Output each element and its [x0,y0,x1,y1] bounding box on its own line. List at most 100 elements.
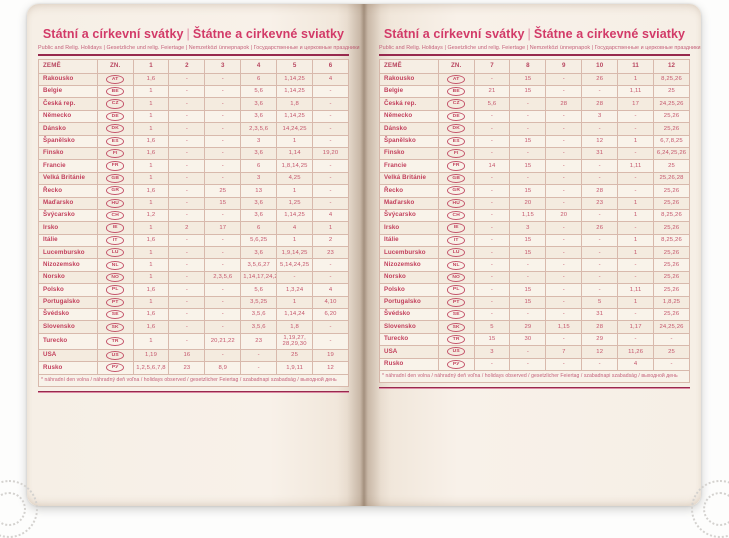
holiday-days-cell: 1,14,25 [276,208,314,223]
holiday-days-cell: 15 [509,184,547,198]
holiday-days-cell: 15 [509,246,547,260]
holiday-days-cell: - [473,307,511,322]
holiday-days-cell: 19 [312,348,349,363]
column-header-month: 8 [509,58,547,74]
diary-book-spread: Státní a církevní svátky | Štátne a cirkev… [27,4,701,506]
table-row: Španělsko ES 1,6- -3 1- [38,134,349,148]
country-code-badge: DE [447,111,466,122]
holiday-days-cell: 1 [617,196,655,210]
country-code-badge: NL [447,260,466,270]
holiday-days-cell: - [168,146,206,161]
footer-rule [38,390,349,394]
holiday-days-cell: 3,6 [240,196,278,210]
holiday-days-cell: 13 [240,184,278,198]
page-title-cz: Státní a církevní svátky [42,27,184,41]
country-name: Slovensko [379,320,439,334]
holiday-days-cell: - [312,134,349,148]
holiday-days-cell: 3 [240,134,278,148]
holiday-days-cell: 15 [509,72,547,87]
holiday-days-cell: 15 [509,283,547,297]
country-name: Dánsko [38,122,98,136]
country-code-badge: HU [447,198,466,208]
country-code-cell: HU [96,196,134,210]
country-name: Rusko [38,361,98,375]
country-name: Španělsko [379,134,439,148]
country-code-badge: IT [106,235,125,245]
holiday-days-cell: 1 [132,97,170,111]
holiday-days-cell: - [168,320,206,334]
holiday-days-cell: - [312,97,349,111]
country-code-badge: PT [447,297,466,307]
country-code-badge: BE [106,87,125,97]
holiday-days-cell: 20 [545,208,583,223]
holiday-days-cell: - [204,84,242,99]
country-code-cell: LU [96,246,134,260]
holiday-days-cell: 29 [509,320,547,334]
table-row: Maďarsko HU -20-23 1 25,26 [379,196,690,210]
country-name: Irsko [379,221,439,235]
holiday-days-cell: 20 [509,196,547,210]
holiday-days-cell: 1,6 [132,320,170,334]
holiday-days-cell: - [545,270,583,285]
column-header-month: 2 [168,58,206,74]
country-code-badge: DK [106,124,125,134]
country-name: Německo [379,109,439,124]
country-code-badge: LU [106,248,125,258]
country-name: Švýcarsko [379,208,439,223]
holiday-days-cell: - [168,307,206,322]
country-code-badge: NO [447,272,466,283]
holiday-days-cell: 25 [276,348,314,363]
country-name: Polsko [379,283,439,297]
holiday-days-cell: 1,2 [132,208,170,223]
holiday-days-cell: - [509,171,547,186]
country-name: Norsko [38,270,98,285]
holiday-days-cell: - [204,307,242,322]
table-row: Belgie BE 21 15- -1,11 25 [379,84,690,99]
holiday-days-cell: 6,7,8,25 [653,134,690,148]
title-divider: | [527,27,531,41]
country-code-cell: CH [96,208,134,223]
country-name: Česká rep. [379,97,439,111]
country-code-badge: US [447,347,466,357]
holiday-days-cell: 3 [509,221,547,235]
holiday-days-cell: 25,26 [653,122,690,136]
page-subtitle: Public and Relig. Holidays | Gesetzliche… [379,45,701,51]
holiday-days-cell: - [204,208,242,223]
holiday-days-cell: - [240,348,278,363]
holidays-table-months-1-6: ZEMĚ ZN. 1 2 3 4 5 6 Rakousko AT 1,6- -6 1,14,25 4 Be… [38,58,349,387]
holiday-days-cell: - [168,196,206,210]
holiday-days-cell: - [312,84,349,99]
holiday-days-cell: - [473,233,511,248]
table-row: Portugalsko PT -15-5 1 1,8,25 [379,295,690,310]
holiday-days-cell: - [509,258,547,272]
holiday-days-cell: 3,5,6 [240,320,278,334]
table-row: Finsko FI 1,6- -3,6 1,14 19,20 [38,146,349,161]
holiday-days-cell: - [204,348,242,363]
holiday-days-cell: 20,21,22 [204,332,242,350]
country-code-cell: FI [437,146,475,161]
country-code-cell: CZ [96,97,134,111]
holiday-days-cell: - [545,109,583,124]
holiday-days-cell: - [168,184,206,198]
holiday-days-cell: 4,10 [312,295,349,310]
country-code-badge: SK [447,322,466,332]
holiday-days-cell: 1,11 [617,283,655,297]
holiday-days-cell: - [473,283,511,297]
holiday-days-cell: - [204,258,242,272]
table-row: Lucembursko LU -15- -1 25,26 [379,246,690,260]
holiday-days-cell: 1,6 [132,307,170,322]
country-code-cell: SE [437,307,475,322]
holiday-days-cell: - [545,246,583,260]
holiday-days-cell: 1,15 [509,208,547,223]
page-title: Státní a církevní svátky | Štátne a cirkev… [379,28,690,41]
holiday-days-cell: - [312,171,349,186]
country-code-cell: DK [96,122,134,136]
footnote-row: * náhradní den volna / náhradný deň voľn… [38,373,349,387]
holiday-days-cell: - [473,246,511,260]
holiday-days-cell: - [617,270,655,285]
holiday-days-cell: 1,3,24 [276,283,314,297]
country-code-cell: GB [96,171,134,186]
holiday-days-cell: 15 [204,196,242,210]
holiday-days-cell: - [168,122,206,136]
holiday-days-cell: - [545,233,583,248]
